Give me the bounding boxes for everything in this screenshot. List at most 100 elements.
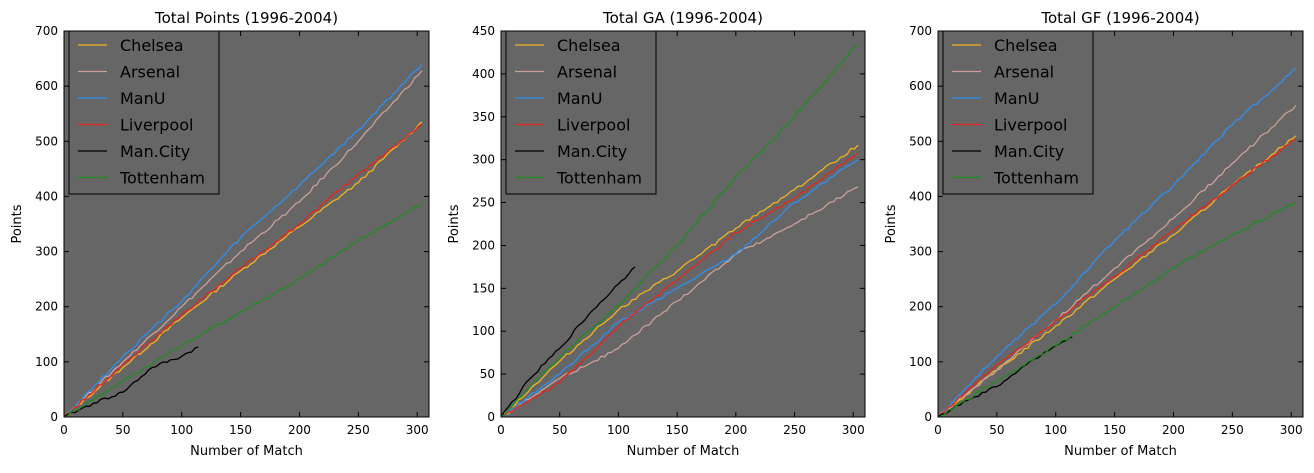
y-tick-label: 300	[35, 245, 58, 259]
x-tick-label: 50	[989, 423, 1004, 437]
x-tick-label: 150	[229, 423, 252, 437]
x-tick-label: 200	[724, 423, 747, 437]
chart-panel-1: 0 50 100 150 200 250 300 0 100 200 300 400 500 600 700…	[10, 9, 430, 459]
x-tick-label: 300	[406, 423, 429, 437]
y-tick-label: 400	[35, 189, 58, 203]
y-tick-label: 300	[472, 153, 495, 167]
x-tick-label: 200	[1162, 423, 1185, 437]
legend-label: Chelsea	[994, 36, 1058, 55]
y-tick-label: 600	[35, 79, 58, 93]
y-tick-label: 50	[480, 367, 495, 381]
x-tick-label: 50	[115, 423, 130, 437]
x-tick-label: 150	[1103, 423, 1126, 437]
series-line-mancity	[937, 336, 1073, 418]
x-axis-label: Number of Match	[627, 444, 740, 459]
legend-label: Arsenal	[557, 63, 617, 82]
y-axis-label: Points	[10, 204, 25, 243]
legend-label: Tottenham	[993, 169, 1079, 188]
x-tick-label: 300	[1280, 423, 1303, 437]
x-tick-label: 50	[552, 423, 567, 437]
y-tick-label: 0	[924, 410, 932, 424]
y-tick-label: 100	[35, 355, 58, 369]
axes-frame	[63, 30, 430, 418]
legend-label: ManU	[120, 89, 165, 108]
legend: Chelsea Arsenal ManU Liverpool Man.City Totte…	[68, 30, 220, 195]
y-tick-label: 700	[909, 24, 932, 38]
chart-panel-2: 0 50 100 150 200 250 300 0 50 100 150 200 250 300 350 4…	[447, 9, 866, 459]
legend-label: Chelsea	[120, 36, 184, 55]
chart-panel-3: 0 50 100 150 200 250 300 0 100 200 300 400 500 600 700…	[884, 9, 1304, 459]
chart-title: Total GA (1996-2004)	[602, 9, 763, 27]
chart-title: Total Points (1996-2004)	[154, 9, 338, 27]
x-tick-label: 150	[666, 423, 689, 437]
x-tick-label: 200	[288, 423, 311, 437]
y-tick-label: 400	[909, 189, 932, 203]
series-line-liverpool	[63, 124, 423, 418]
chart-title: Total GF (1996-2004)	[1040, 9, 1199, 27]
y-tick-label: 250	[472, 196, 495, 210]
series-line-tottenham	[63, 203, 423, 418]
series-line-manu	[500, 159, 859, 418]
series-line-arsenal	[500, 186, 859, 418]
legend-label: Tottenham	[556, 169, 642, 188]
series-line-liverpool	[937, 137, 1297, 418]
x-tick-label: 0	[60, 423, 68, 437]
legend: Chelsea Arsenal ManU Liverpool Man.City Totte…	[942, 30, 1094, 195]
series-line-manu	[63, 63, 423, 418]
x-tick-label: 250	[783, 423, 806, 437]
y-tick-label: 300	[909, 245, 932, 259]
series-line-mancity	[500, 266, 636, 418]
y-tick-label: 200	[35, 300, 58, 314]
y-tick-label: 100	[472, 324, 495, 338]
x-tick-label: 0	[497, 423, 505, 437]
legend-box	[942, 30, 1094, 195]
y-tick-label: 500	[35, 134, 58, 148]
legend: Chelsea Arsenal ManU Liverpool Man.City Totte…	[505, 30, 657, 195]
series-line-chelsea	[63, 121, 423, 418]
legend-label: Liverpool	[557, 116, 630, 135]
legend-label: Arsenal	[994, 63, 1054, 82]
series-line-liverpool	[500, 152, 859, 418]
y-tick-label: 0	[487, 410, 495, 424]
legend-label: Arsenal	[120, 63, 180, 82]
y-tick-label: 450	[472, 24, 495, 38]
x-axis-label: Number of Match	[1064, 444, 1177, 459]
y-tick-label: 200	[909, 300, 932, 314]
legend-box	[505, 30, 657, 195]
x-tick-label: 0	[934, 423, 942, 437]
legend-label: Liverpool	[994, 116, 1067, 135]
legend-label: ManU	[994, 89, 1039, 108]
y-tick-label: 150	[472, 281, 495, 295]
y-tick-label: 700	[35, 24, 58, 38]
series-line-arsenal	[63, 70, 423, 418]
y-tick-label: 350	[472, 110, 495, 124]
legend-label: ManU	[557, 89, 602, 108]
y-tick-label: 100	[909, 355, 932, 369]
x-tick-label: 250	[1221, 423, 1244, 437]
y-tick-label: 200	[472, 238, 495, 252]
y-axis-label: Points	[884, 204, 899, 243]
y-tick-label: 500	[909, 134, 932, 148]
x-tick-label: 300	[842, 423, 865, 437]
x-axis-label: Number of Match	[190, 444, 303, 459]
legend-label: Chelsea	[557, 36, 621, 55]
x-tick-label: 100	[170, 423, 193, 437]
x-tick-label: 100	[607, 423, 630, 437]
legend-box	[68, 30, 220, 195]
y-tick-label: 400	[472, 67, 495, 81]
y-tick-label: 600	[909, 79, 932, 93]
series-line-manu	[937, 67, 1297, 418]
series-line-chelsea	[500, 144, 859, 418]
legend-label: Liverpool	[120, 116, 193, 135]
axes-frame	[500, 30, 866, 418]
y-tick-label: 0	[50, 410, 58, 424]
series-line-tottenham	[937, 201, 1297, 418]
series-line-tottenham	[500, 43, 859, 418]
legend-label: Tottenham	[119, 169, 205, 188]
series-line-mancity	[63, 346, 199, 418]
y-axis-label: Points	[447, 204, 462, 243]
x-tick-label: 100	[1044, 423, 1067, 437]
axes-frame	[937, 30, 1304, 418]
x-tick-label: 250	[347, 423, 370, 437]
